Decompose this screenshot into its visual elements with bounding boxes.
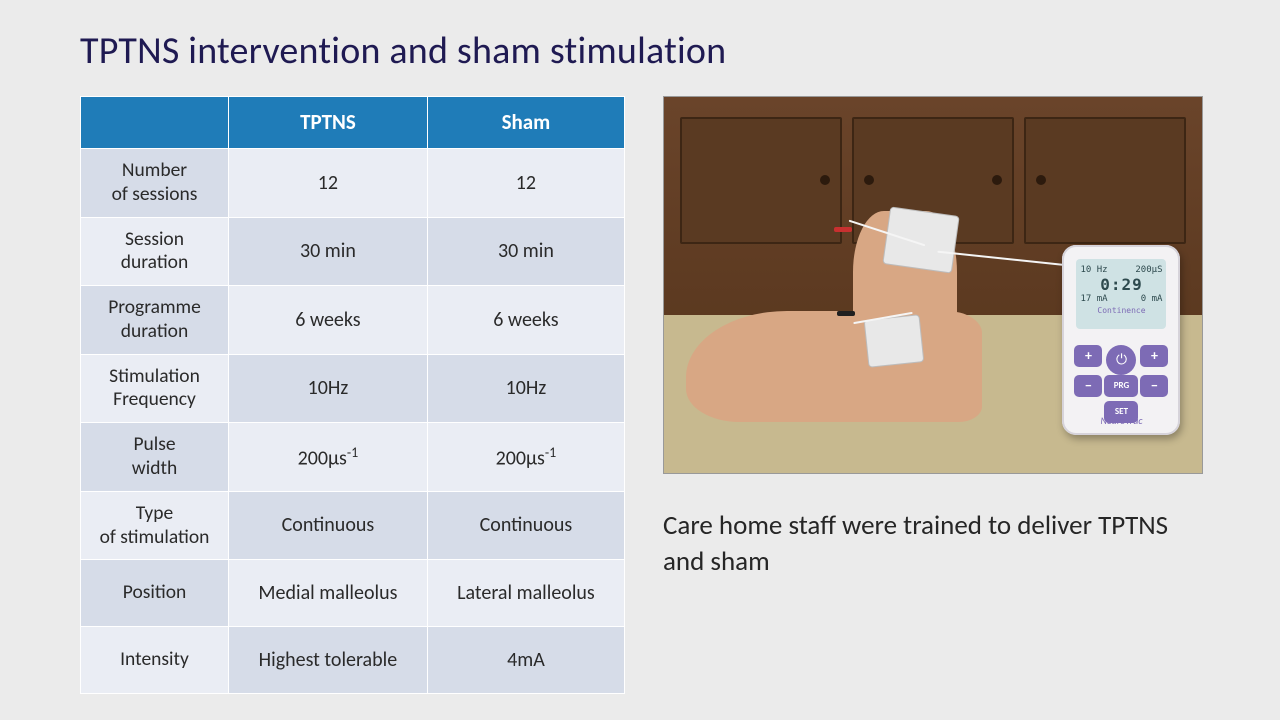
cell-tptns: 10Hz — [229, 354, 428, 423]
table-row: Sessionduration30 min30 min — [81, 217, 625, 286]
cell-tptns: 12 — [229, 149, 428, 218]
row-label: Sessionduration — [81, 217, 229, 286]
table-row: Programmeduration6 weeks6 weeks — [81, 286, 625, 355]
device-plus-right-button[interactable]: + — [1140, 345, 1168, 367]
comparison-table: TPTNS Sham Numberof sessions1212Sessiond… — [80, 96, 625, 694]
tens-device: 10 Hz 200µS 0:29 17 mA 0 mA Continence +… — [1062, 245, 1180, 435]
right-column: 10 Hz 200µS 0:29 17 mA 0 mA Continence +… — [663, 96, 1203, 580]
cell-tptns: Highest tolerable — [229, 627, 428, 694]
device-brand-label: NeuroTrac — [1062, 414, 1180, 427]
table-row: Numberof sessions1212 — [81, 149, 625, 218]
cell-tptns: 30 min — [229, 217, 428, 286]
lead-connector-red — [834, 227, 852, 232]
table-row: Pulsewidth200µs-1200µs-1 — [81, 423, 625, 492]
table-row: IntensityHighest tolerable4mA — [81, 627, 625, 694]
row-label: Position — [81, 560, 229, 627]
cell-sham: 200µs-1 — [427, 423, 624, 492]
table-row: StimulationFrequency10Hz10Hz — [81, 354, 625, 423]
cell-tptns: Continuous — [229, 491, 428, 560]
row-label: Typeof stimulation — [81, 491, 229, 560]
device-power-button[interactable]: ⏻ — [1106, 345, 1136, 375]
row-label: Programmeduration — [81, 286, 229, 355]
cell-sham: Lateral malleolus — [427, 560, 624, 627]
cell-tptns: Medial malleolus — [229, 560, 428, 627]
cell-sham: 6 weeks — [427, 286, 624, 355]
device-plus-left-button[interactable]: + — [1074, 345, 1102, 367]
foot-illustration — [686, 180, 1009, 443]
slide-title: TPTNS intervention and sham stimulation — [80, 28, 1200, 74]
cell-sham: 4mA — [427, 627, 624, 694]
cell-sham: Continuous — [427, 491, 624, 560]
electrode-pad-lower — [864, 314, 925, 368]
device-minus-left-button[interactable]: − — [1074, 375, 1102, 397]
cell-tptns: 200µs-1 — [229, 423, 428, 492]
slide: TPTNS intervention and sham stimulation … — [0, 0, 1280, 720]
row-label: StimulationFrequency — [81, 354, 229, 423]
row-label: Numberof sessions — [81, 149, 229, 218]
cell-sham: 10Hz — [427, 354, 624, 423]
content-row: TPTNS Sham Numberof sessions1212Sessiond… — [80, 96, 1200, 694]
device-prog-button[interactable]: PRG — [1104, 375, 1138, 397]
cell-tptns: 6 weeks — [229, 286, 428, 355]
device-screen: 10 Hz 200µS 0:29 17 mA 0 mA Continence — [1076, 259, 1166, 329]
col-header-tptns: TPTNS — [229, 97, 428, 149]
photo-caption: Care home staff were trained to deliver … — [663, 508, 1183, 580]
device-minus-right-button[interactable]: − — [1140, 375, 1168, 397]
col-header-sham: Sham — [427, 97, 624, 149]
electrode-pad-upper — [882, 207, 959, 274]
table-row: PositionMedial malleolusLateral malleolu… — [81, 560, 625, 627]
lead-connector-black — [837, 311, 855, 316]
cell-sham: 30 min — [427, 217, 624, 286]
table: TPTNS Sham Numberof sessions1212Sessiond… — [80, 96, 625, 694]
row-label: Intensity — [81, 627, 229, 694]
cell-sham: 12 — [427, 149, 624, 218]
row-label: Pulsewidth — [81, 423, 229, 492]
col-header-blank — [81, 97, 229, 149]
electrode-photo: 10 Hz 200µS 0:29 17 mA 0 mA Continence +… — [663, 96, 1203, 474]
table-row: Typeof stimulationContinuousContinuous — [81, 491, 625, 560]
